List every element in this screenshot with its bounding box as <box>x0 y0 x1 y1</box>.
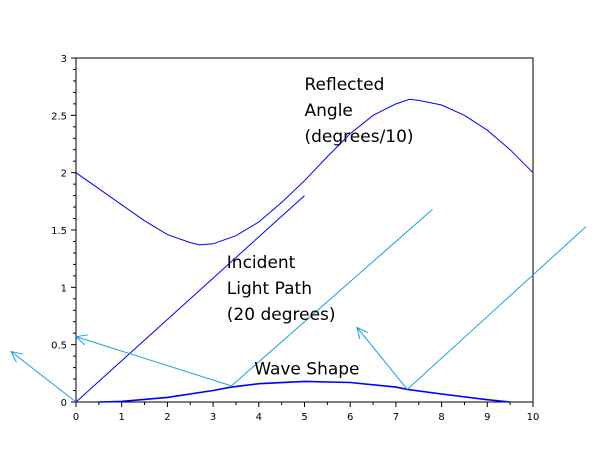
y-tick-label: 3 <box>61 54 67 65</box>
x-tick-label: 0 <box>73 412 79 423</box>
x-tick-label: 1 <box>119 412 125 423</box>
arrowhead-icon <box>74 334 88 346</box>
y-tick-label: 2.5 <box>51 111 67 122</box>
series-ray-2-incident <box>406 226 587 390</box>
series-ray-1-reflected <box>75 336 232 387</box>
series-ray-0-reflected <box>10 351 77 403</box>
annotation-label: Angle <box>305 101 353 121</box>
x-tick-label: 2 <box>164 412 170 423</box>
annotation-label: Wave Shape <box>254 359 359 379</box>
annotation-label: (20 degrees) <box>227 305 336 325</box>
x-tick-label: 9 <box>484 412 490 423</box>
series-reflected-angle <box>75 98 534 246</box>
x-tick-label: 8 <box>438 412 444 423</box>
series-ray-2-reflected <box>356 327 408 390</box>
series-wave-shape <box>98 380 511 403</box>
x-tick-label: 6 <box>347 412 353 423</box>
series-layer <box>10 98 587 403</box>
x-tick-label: 3 <box>210 412 216 423</box>
series-ray-1-incident <box>231 209 433 387</box>
annotations: Reflected Angle (degrees/10) Incident Light … <box>227 75 414 379</box>
annotation-label: (degrees/10) <box>305 127 414 147</box>
arrowhead-icon <box>356 326 369 340</box>
annotation-label: Light Path <box>227 279 312 299</box>
x-tick-label: 5 <box>301 412 307 423</box>
y-tick-label: 0 <box>61 398 67 409</box>
arrowhead-icon <box>10 350 23 363</box>
x-tick-label: 10 <box>527 412 540 423</box>
series-incident-light-path <box>75 195 305 403</box>
x-tick-label: 4 <box>256 412 262 423</box>
y-tick-label: 1.5 <box>51 226 67 237</box>
y-tick-label: 1 <box>61 283 67 294</box>
y-tick-label: 0.5 <box>51 341 67 352</box>
annotation-label: Reflected <box>305 75 385 95</box>
y-tick-label: 2 <box>61 169 67 180</box>
annotation-label: Incident <box>227 253 296 273</box>
x-tick-label: 7 <box>393 412 399 423</box>
axes: 0 1 2 3 4 5 6 7 8 9 10 0 0.5 1 1.5 2 2.5 3 <box>51 54 539 423</box>
